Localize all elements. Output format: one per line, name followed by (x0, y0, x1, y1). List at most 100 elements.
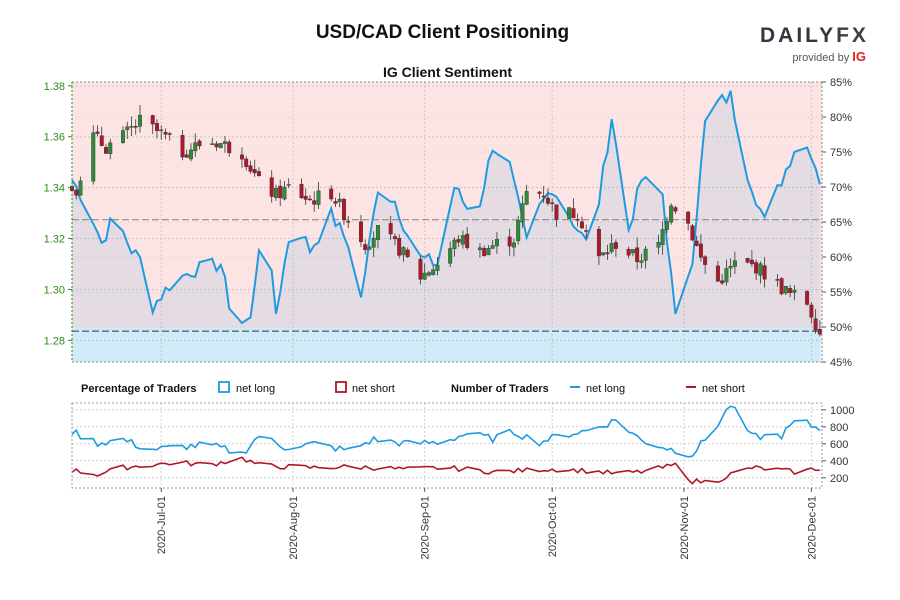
right-tick-label: 65% (830, 217, 852, 229)
candle-body (477, 247, 482, 251)
candle (91, 125, 96, 185)
candle-body (426, 272, 431, 276)
candle-body (210, 143, 215, 145)
candle (788, 285, 793, 298)
candle (465, 227, 470, 250)
candle-body (218, 143, 223, 149)
candle (698, 234, 703, 262)
trader-count-short-line (71, 456, 820, 485)
candle (431, 266, 436, 276)
candle (138, 105, 142, 133)
provided-by: provided by IG (792, 49, 866, 64)
candle-body (465, 233, 470, 249)
candle (189, 143, 193, 162)
candle-body (749, 259, 754, 265)
candle-body (303, 195, 308, 200)
candle-body (482, 248, 487, 257)
candle-body (448, 248, 453, 264)
candle-body (133, 126, 138, 128)
candle-body (405, 249, 410, 257)
candle (494, 232, 499, 254)
candle (341, 197, 346, 225)
candle (567, 207, 572, 219)
candle-body (189, 149, 193, 160)
candle-body (227, 141, 232, 154)
candle-body (329, 188, 334, 200)
lower-right-tick-label: 400 (830, 456, 848, 468)
candle-body (418, 258, 423, 280)
candle (346, 215, 351, 228)
candle-body (775, 279, 780, 281)
candle-body (511, 242, 516, 248)
right-tick-label: 70% (830, 182, 852, 194)
candle-body (367, 246, 372, 250)
candle-body (337, 198, 342, 203)
legend-num-short-label: net short (702, 383, 745, 395)
candle (703, 255, 708, 274)
candle-body (180, 135, 185, 158)
candle-body (392, 236, 397, 240)
candle (724, 259, 729, 286)
candle (155, 119, 159, 139)
candle (520, 195, 525, 228)
left-tick-label: 1.28 (44, 335, 65, 347)
candle (720, 273, 725, 286)
candle-body (78, 180, 83, 196)
candle (214, 141, 219, 152)
candle-body (363, 244, 368, 251)
candle-body (660, 229, 665, 245)
candle-body (193, 142, 198, 152)
candle (303, 188, 308, 205)
candle (516, 216, 521, 245)
candle-body (694, 240, 699, 246)
candle-body (155, 123, 159, 131)
candle (673, 205, 678, 214)
candle (728, 258, 733, 278)
candle-body (698, 243, 703, 258)
candle (545, 188, 550, 206)
candle-body (715, 265, 720, 282)
left-tick-label: 1.36 (44, 132, 65, 144)
candle (78, 176, 83, 196)
candle-body (537, 191, 542, 194)
candle-body (507, 236, 512, 247)
candle (732, 251, 737, 274)
candle (456, 234, 461, 247)
candle (775, 273, 780, 287)
candle (490, 239, 495, 249)
candle (690, 223, 695, 242)
candle-body (490, 245, 495, 249)
candle-body (91, 132, 96, 182)
candle-body (125, 126, 130, 130)
candle (575, 213, 580, 227)
candle (286, 178, 291, 189)
lower-right-tick-label: 1000 (830, 405, 854, 417)
candle-body (431, 269, 436, 275)
candle-body (579, 221, 584, 229)
candle-body (244, 158, 249, 168)
candle (363, 239, 368, 255)
candle (426, 271, 431, 277)
candle (664, 217, 669, 234)
candle (630, 249, 635, 257)
left-tick-label: 1.30 (44, 284, 65, 296)
candle (227, 139, 232, 157)
candle-body (316, 190, 321, 205)
candle (783, 286, 788, 296)
candle (537, 191, 542, 199)
candle-body (601, 252, 606, 256)
candle-body (664, 221, 669, 230)
candle (312, 191, 317, 212)
candle (307, 195, 312, 201)
candle (184, 149, 189, 158)
date-axis-labels: 2020-Jul-01 2020-Aug-01 2020-Sep-01 2020-Oc… (156, 488, 818, 560)
candle (758, 261, 763, 284)
candle-body (104, 147, 108, 154)
left-tick-label: 1.32 (44, 234, 65, 246)
candle (333, 197, 338, 207)
right-tick-label: 75% (830, 147, 852, 159)
candle (316, 182, 321, 210)
candle (256, 167, 261, 177)
left-tick-label: 1.34 (44, 183, 65, 195)
